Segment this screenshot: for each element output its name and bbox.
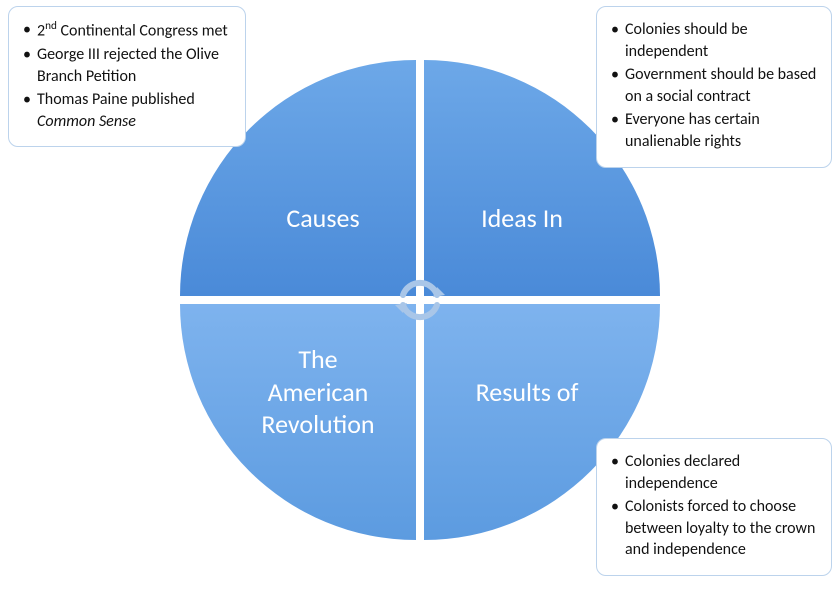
list-item: George III rejected the Olive Branch Pet… (23, 44, 231, 87)
list-item: Thomas Paine published Common Sense (23, 89, 231, 132)
diagram-stage: Causes Ideas In The American Revolution … (0, 0, 840, 595)
callout-causes: 2nd Continental Congress met George III … (8, 6, 246, 147)
list-item: Government should be based on a social c… (611, 64, 817, 107)
quadrant-label: Causes (236, 122, 359, 234)
list-item: 2nd Continental Congress met (23, 19, 231, 42)
callout-list: Colonies should be independent Governmen… (611, 19, 817, 153)
list-item: Colonies declared independence (611, 451, 817, 494)
callout-list: Colonies declared independence Colonists… (611, 451, 817, 561)
list-item: Everyone has certain unalienable rights (611, 109, 817, 152)
quadrant-american-revolution: The American Revolution (180, 304, 416, 540)
list-item: Colonies should be independent (611, 19, 817, 62)
superscript: nd (45, 19, 57, 33)
cycle-circle: Causes Ideas In The American Revolution … (180, 60, 660, 540)
list-item: Colonists forced to choose between loyal… (611, 496, 817, 561)
quadrant-label: Results of (476, 376, 609, 468)
text: 2 (37, 21, 45, 40)
italic-text: Common Sense (37, 112, 136, 131)
text: Continental Congress met (57, 21, 228, 40)
callout-results-of: Colonies declared independence Colonists… (596, 438, 832, 576)
callout-list: 2nd Continental Congress met George III … (23, 19, 231, 132)
callout-ideas-in: Colonies should be independent Governmen… (596, 6, 832, 168)
quadrant-label: The American Revolution (221, 343, 374, 501)
text: Thomas Paine published (37, 90, 195, 109)
quadrant-label: Ideas In (481, 122, 603, 234)
